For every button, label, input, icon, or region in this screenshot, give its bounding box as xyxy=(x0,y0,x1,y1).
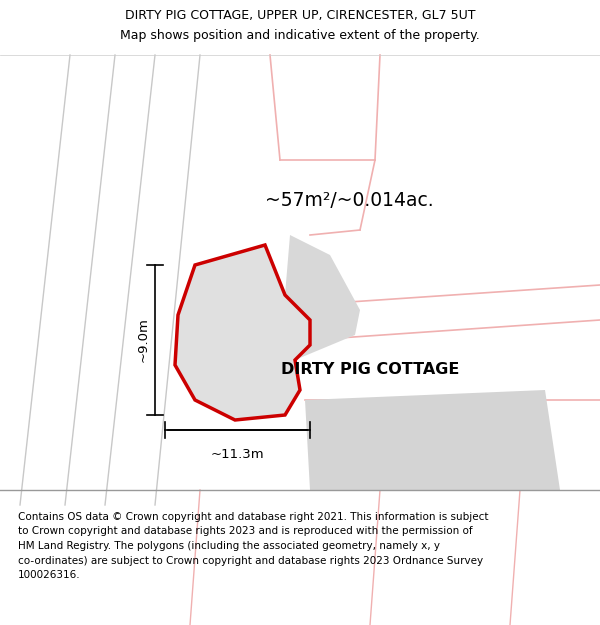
Text: Map shows position and indicative extent of the property.: Map shows position and indicative extent… xyxy=(120,29,480,42)
Polygon shape xyxy=(175,245,310,420)
Text: DIRTY PIG COTTAGE, UPPER UP, CIRENCESTER, GL7 5UT: DIRTY PIG COTTAGE, UPPER UP, CIRENCESTER… xyxy=(125,9,475,22)
Text: ~11.3m: ~11.3m xyxy=(211,448,265,461)
Text: DIRTY PIG COTTAGE: DIRTY PIG COTTAGE xyxy=(281,362,459,378)
Text: 100026316.: 100026316. xyxy=(18,570,80,580)
Text: Contains OS data © Crown copyright and database right 2021. This information is : Contains OS data © Crown copyright and d… xyxy=(18,512,488,522)
Text: ~57m²/~0.014ac.: ~57m²/~0.014ac. xyxy=(265,191,434,209)
Text: ~9.0m: ~9.0m xyxy=(137,318,149,362)
Polygon shape xyxy=(285,235,360,360)
Text: co-ordinates) are subject to Crown copyright and database rights 2023 Ordnance S: co-ordinates) are subject to Crown copyr… xyxy=(18,556,483,566)
Polygon shape xyxy=(305,390,560,490)
Text: HM Land Registry. The polygons (including the associated geometry, namely x, y: HM Land Registry. The polygons (includin… xyxy=(18,541,440,551)
Text: to Crown copyright and database rights 2023 and is reproduced with the permissio: to Crown copyright and database rights 2… xyxy=(18,526,473,536)
